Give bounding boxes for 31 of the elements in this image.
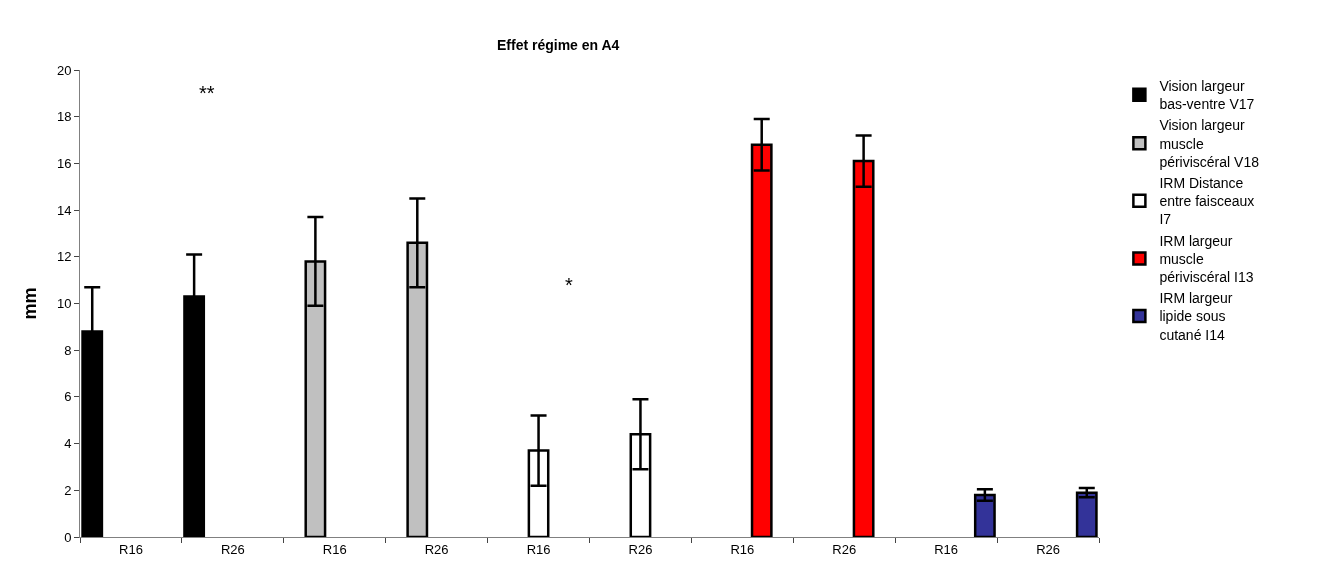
x-tick-label: R26 bbox=[220, 541, 245, 557]
x-tick-label: R16 bbox=[730, 541, 755, 557]
y-tick-label: 4 bbox=[64, 436, 72, 452]
y-tick-label: 14 bbox=[56, 202, 72, 218]
legend-label: IRM largeur lipide sous cutané I14 bbox=[1159, 290, 1233, 343]
legend-label: IRM largeur muscle périviscéral I13 bbox=[1159, 232, 1254, 286]
y-tick-label: 16 bbox=[56, 155, 72, 171]
x-tick-label: R26 bbox=[1036, 541, 1060, 557]
x-tick-label: R26 bbox=[832, 541, 857, 557]
legend-label: IRM Distance entre faisceaux I7 bbox=[1159, 175, 1255, 228]
x-tick-label: R26 bbox=[628, 541, 653, 557]
y-tick-label: 0 bbox=[64, 529, 72, 545]
bar bbox=[1075, 491, 1098, 537]
y-tick-label: 8 bbox=[64, 342, 72, 358]
x-tick-label: R16 bbox=[934, 541, 959, 557]
x-tick-label: R26 bbox=[424, 541, 449, 557]
y-tick-label: 18 bbox=[56, 109, 72, 125]
y-tick-label: 20 bbox=[56, 62, 72, 78]
annotation: * bbox=[565, 274, 573, 296]
y-axis-title: mm bbox=[20, 287, 41, 320]
legend-label: Vision largeur muscle périviscéral V18 bbox=[1159, 117, 1260, 170]
y-tick-label: 2 bbox=[64, 482, 72, 498]
annotation: ** bbox=[199, 82, 215, 104]
chart-title: Effet régime en A4 bbox=[496, 37, 620, 54]
y-tick-label: 12 bbox=[56, 249, 72, 265]
x-tick-label: R16 bbox=[526, 541, 551, 557]
y-tick-label: 6 bbox=[64, 389, 72, 405]
legend-label: Vision largeur bas-ventre V17 bbox=[1159, 78, 1255, 113]
x-tick-label: R16 bbox=[119, 541, 143, 557]
x-tick-label: R16 bbox=[322, 541, 347, 557]
y-tick-label: 10 bbox=[56, 296, 72, 312]
